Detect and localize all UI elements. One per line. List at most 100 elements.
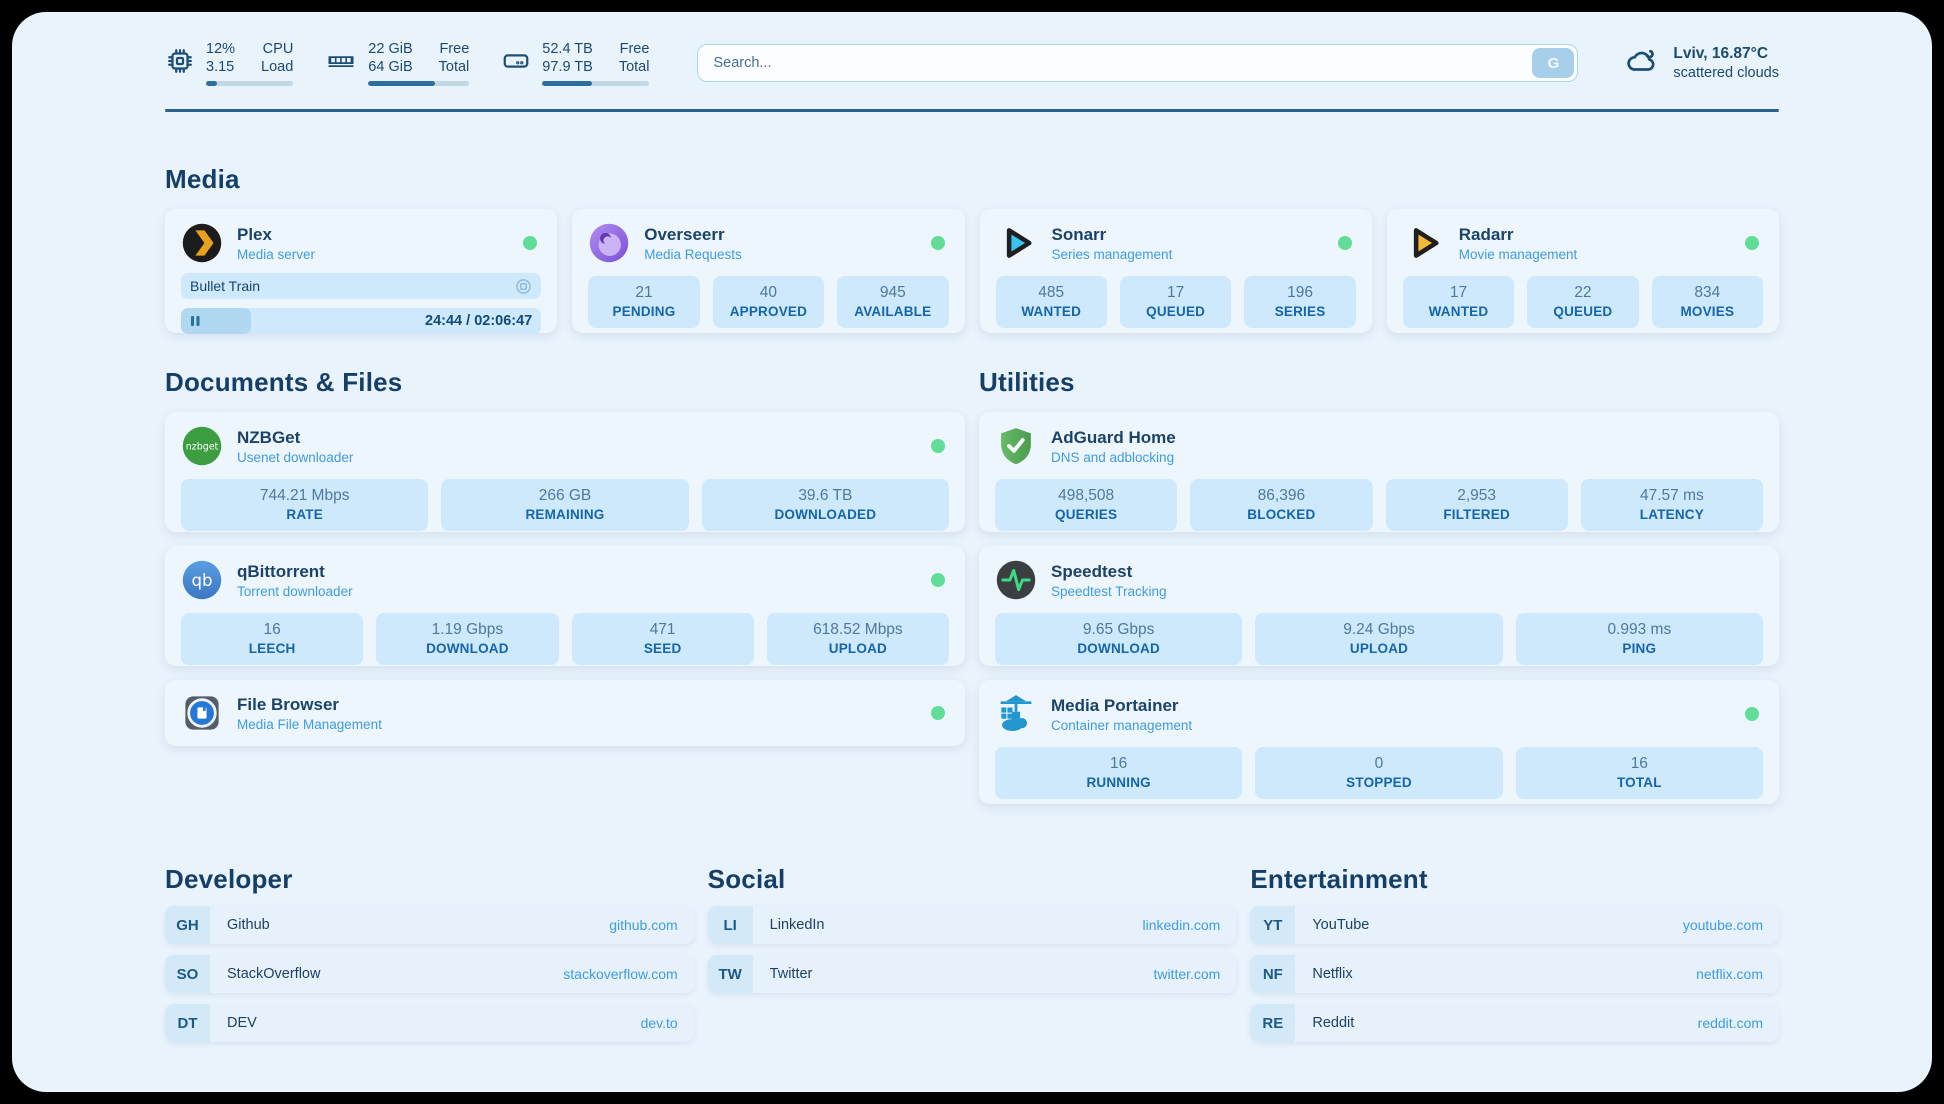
stat-queued: 22 QUEUED: [1527, 276, 1639, 328]
section-entertainment: Entertainment YT YouTube youtube.com NF …: [1250, 864, 1780, 1042]
stat-approved: 40 APPROVED: [712, 276, 825, 328]
section-social: Social LI LinkedIn linkedin.com TW Twitt…: [707, 864, 1237, 1042]
section-title-developer: Developer: [165, 864, 293, 894]
app-name: AdGuard Home: [1051, 427, 1176, 447]
link-label: LinkedIn: [769, 917, 825, 933]
search-engine-button[interactable]: G: [1532, 48, 1575, 78]
section-title-media: Media: [165, 164, 240, 194]
memory-total-value: 64 GiB: [368, 59, 413, 75]
memory-total-label: Total: [438, 59, 470, 75]
status-dot: [931, 439, 945, 453]
app-subtitle: Media File Management: [237, 716, 382, 732]
memory-stat: 22 GiB Free 64 GiB Total: [325, 40, 470, 86]
card-filebrowser[interactable]: File Browser Media File Management: [165, 680, 965, 746]
link-dev[interactable]: DT DEV dev.to: [165, 1004, 694, 1042]
cloud-icon: [1624, 44, 1660, 83]
app-subtitle: Usenet downloader: [237, 449, 354, 465]
stat-running: 16 RUNNING: [995, 747, 1243, 799]
link-abbr: LI: [707, 906, 753, 944]
header-divider: [165, 109, 1779, 112]
card-plex[interactable]: Plex Media server Bullet Train: [165, 209, 558, 334]
overseerr-icon: [588, 222, 630, 264]
link-label: YouTube: [1312, 917, 1370, 933]
status-dot: [1745, 707, 1759, 721]
section-title-entertainment: Entertainment: [1250, 864, 1428, 894]
app-subtitle: DNS and adblocking: [1051, 449, 1175, 465]
card-radarr[interactable]: Radarr Movie management 17 WANTED 22 QUE…: [1386, 209, 1779, 333]
stat-latency: 47.57 ms LATENCY: [1580, 479, 1763, 531]
app-name: Media Portainer: [1051, 695, 1179, 715]
app-name: Speedtest: [1051, 561, 1133, 581]
app-name: Overseerr: [644, 224, 725, 244]
link-netflix[interactable]: NF Netflix netflix.com: [1250, 955, 1780, 993]
link-youtube[interactable]: YT YouTube youtube.com: [1250, 906, 1780, 944]
stat-leech: 16 LEECH: [181, 613, 364, 665]
memory-progress-bar: [368, 81, 470, 86]
app-subtitle: Speedtest Tracking: [1051, 583, 1167, 599]
system-stats: 12% CPU 3.15 Load: [165, 40, 650, 86]
svg-text:nzbget: nzbget: [186, 442, 219, 453]
link-abbr: SO: [165, 955, 210, 993]
card-nzbget[interactable]: nzbget NZBGet Usenet downloader 744.21 M…: [165, 412, 965, 532]
cpu-icon: [165, 46, 195, 81]
memory-free-label: Free: [439, 41, 470, 57]
link-linkedin[interactable]: LI LinkedIn linkedin.com: [707, 906, 1237, 944]
status-dot: [931, 706, 945, 720]
link-abbr: NF: [1250, 955, 1296, 993]
stat-rate: 744.21 Mbps RATE: [181, 479, 429, 531]
weather-widget: Lviv, 16.87°C scattered clouds: [1624, 44, 1779, 83]
stat-wanted: 485 WANTED: [995, 276, 1107, 328]
app-subtitle: Container management: [1051, 717, 1193, 733]
card-qbittorrent[interactable]: qb qBittorrent Torrent downloader 16 LEE…: [165, 546, 965, 666]
link-abbr: GH: [165, 906, 210, 944]
link-github[interactable]: GH Github github.com: [165, 906, 694, 944]
stat-movies: 834 MOVIES: [1651, 276, 1764, 328]
weather-location-temp: Lviv, 16.87°C: [1673, 44, 1769, 62]
card-portainer[interactable]: Media Portainer Container management 16 …: [979, 680, 1779, 804]
svg-text:qb: qb: [191, 571, 212, 590]
dashboard-page: 12% CPU 3.15 Load: [12, 12, 1932, 1092]
link-url: stackoverflow.com: [563, 966, 678, 982]
weather-condition: scattered clouds: [1673, 64, 1779, 81]
link-twitter[interactable]: TW Twitter twitter.com: [707, 955, 1237, 993]
stop-icon[interactable]: [515, 278, 532, 295]
memory-free-value: 22 GiB: [368, 41, 413, 57]
now-playing-row: Bullet Train: [181, 273, 542, 299]
filebrowser-icon: [181, 692, 223, 734]
pause-icon[interactable]: [190, 315, 201, 327]
link-label: Twitter: [769, 966, 813, 982]
link-reddit[interactable]: RE Reddit reddit.com: [1250, 1004, 1780, 1042]
cpu-usage-label: CPU: [262, 41, 294, 57]
search-bar: G: [697, 44, 1579, 82]
link-stackoverflow[interactable]: SO StackOverflow stackoverflow.com: [165, 955, 694, 993]
section-title-documents: Documents & Files: [165, 367, 403, 397]
stat-wanted: 17 WANTED: [1402, 276, 1515, 328]
status-dot: [523, 236, 538, 250]
app-subtitle: Series management: [1051, 246, 1173, 262]
portainer-icon: [995, 693, 1037, 735]
stat-remaining: 266 GB REMAINING: [441, 479, 689, 531]
stat-queries: 498,508 QUERIES: [995, 479, 1178, 531]
storage-total-value: 97.9 TB: [542, 59, 593, 75]
card-overseerr[interactable]: Overseerr Media Requests 21 PENDING 40 A…: [572, 209, 965, 333]
status-dot: [1745, 236, 1759, 250]
card-speedtest[interactable]: Speedtest Speedtest Tracking 9.65 Gbps D…: [979, 546, 1779, 666]
card-sonarr[interactable]: Sonarr Series management 485 WANTED 17 Q…: [979, 209, 1372, 333]
stat-downloaded: 39.6 TB DOWNLOADED: [701, 479, 949, 531]
section-utilities: Utilities AdGuard: [979, 367, 1779, 804]
playback-progress-row: 24:44 / 02:06:47: [181, 308, 542, 334]
card-adguard[interactable]: AdGuard Home DNS and adblocking 498,508 …: [979, 412, 1779, 532]
link-url: linkedin.com: [1142, 917, 1221, 933]
search-input[interactable]: [697, 44, 1579, 82]
stat-download: 9.65 Gbps DOWNLOAD: [995, 613, 1243, 665]
top-bar: 12% CPU 3.15 Load: [165, 32, 1779, 94]
section-developer: Developer GH Github github.com SO StackO…: [165, 864, 694, 1042]
stat-series: 196 SERIES: [1244, 276, 1356, 328]
link-url: dev.to: [640, 1015, 678, 1031]
stat-stopped: 0 STOPPED: [1255, 747, 1503, 799]
app-subtitle: Torrent downloader: [237, 583, 353, 599]
storage-icon: [501, 46, 531, 81]
speedtest-icon: [995, 559, 1037, 601]
app-name: Sonarr: [1051, 224, 1107, 244]
section-title-social: Social: [707, 864, 786, 894]
